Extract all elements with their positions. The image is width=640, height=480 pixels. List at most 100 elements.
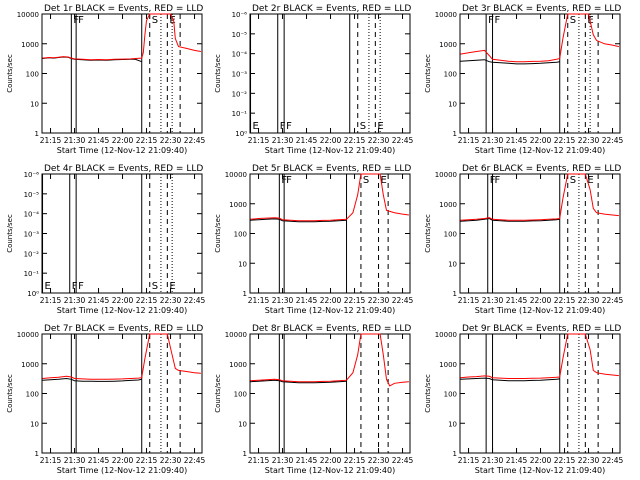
xtick-label: 22:15 <box>136 456 158 465</box>
xtick-label: 21:45 <box>506 456 528 465</box>
xtick-label: 22:00 <box>320 296 342 305</box>
xtick-label: 21:15 <box>248 456 270 465</box>
plot-frame <box>41 13 203 134</box>
panel-det-5: Det 5r BLACK = Events, RED = LLD 1 10 100 10… <box>214 164 414 315</box>
ytick-label: 1000 <box>21 361 39 369</box>
ytick-label: 1000 <box>439 41 457 49</box>
xtick-label: 22:30 <box>368 456 390 465</box>
xtick-label: 21:30 <box>272 136 294 145</box>
ytick-label: 1000 <box>229 361 247 369</box>
ytick-label: 100 <box>444 391 457 399</box>
ytick-label: 10 <box>448 100 457 108</box>
xtick-label: 22:45 <box>392 296 414 305</box>
marker-label: E <box>587 175 593 186</box>
xtick-label: 22:00 <box>320 456 342 465</box>
xtick-label: 21:30 <box>64 296 86 305</box>
panel-title: Det 6r BLACK = Events, RED = LLD <box>462 164 621 174</box>
panel-det-7: Det 7r BLACK = Events, RED = LLD 1 10 100 10… <box>6 324 206 475</box>
ytick-label: 10⁻² <box>24 250 40 258</box>
series-line-lld <box>250 333 409 387</box>
xtick-label: 21:15 <box>458 136 480 145</box>
series-line-lld <box>460 173 619 221</box>
xtick-label: 22:45 <box>392 456 414 465</box>
ytick-label: 10⁻⁵ <box>24 191 40 199</box>
ytick-label: 1000 <box>439 201 457 209</box>
ytick-label: 1 <box>35 130 39 138</box>
x-axis-label: Start Time (12-Nov-12 21:09:40) <box>265 306 395 315</box>
xtick-label: 21:30 <box>482 136 504 145</box>
ytick-label: 10⁻⁴ <box>232 51 248 59</box>
y-axis-label: Counts/sec <box>6 54 14 93</box>
xtick-label: 22:00 <box>112 296 134 305</box>
xtick-label: 22:00 <box>112 456 134 465</box>
panel-det-4: Det 4r BLACK = Events, RED = LLD 10⁰ 10⁻¹ 1… <box>6 164 206 315</box>
panel-det-9: Det 9r BLACK = Events, RED = LLD 1 10 100 10… <box>424 324 624 475</box>
plot-frame <box>459 13 621 134</box>
xtick-label: 22:30 <box>160 456 182 465</box>
series-line-lld <box>460 13 620 63</box>
ytick-label: 10⁻⁶ <box>24 171 40 179</box>
xtick-label: 22:15 <box>554 136 576 145</box>
series-line-lld <box>42 333 201 380</box>
panel-title: Det 3r BLACK = Events, RED = LLD <box>462 4 621 14</box>
series-line-events <box>42 377 142 382</box>
ytick-label: 10⁻³ <box>24 231 40 239</box>
x-axis-label: Start Time (12-Nov-12 21:09:40) <box>57 306 187 315</box>
ytick-label: 1 <box>243 290 247 298</box>
ytick-label: 1000 <box>229 201 247 209</box>
panel-title: Det 8r BLACK = Events, RED = LLD <box>252 324 411 334</box>
xtick-label: 21:15 <box>458 296 480 305</box>
ytick-label: 100 <box>444 231 457 239</box>
xtick-label: 21:45 <box>88 136 110 145</box>
y-axis-label: Counts/sec <box>424 374 432 413</box>
marker-label: E <box>169 281 175 292</box>
xtick-label: 22:45 <box>184 296 206 305</box>
series-line-events <box>250 218 347 223</box>
xtick-label: 22:30 <box>578 136 600 145</box>
xtick-label: 21:30 <box>64 136 86 145</box>
marker-label: F <box>495 15 501 26</box>
panel-title: Det 2r BLACK = Events, RED = LLD <box>252 4 411 14</box>
xtick-label: 22:15 <box>344 456 366 465</box>
series-line-events <box>250 379 347 384</box>
marker-label: E <box>45 281 51 292</box>
plot-frame <box>41 173 203 294</box>
panel-title: Det 5r BLACK = Events, RED = LLD <box>252 164 411 174</box>
ytick-label: 100 <box>234 231 247 239</box>
ytick-label: 10 <box>448 420 457 428</box>
xtick-label: 22:30 <box>160 136 182 145</box>
xtick-label: 22:45 <box>392 136 414 145</box>
xtick-label: 21:30 <box>64 456 86 465</box>
x-axis-label: Start Time (12-Nov-12 21:09:40) <box>57 466 187 475</box>
ytick-label: 100 <box>444 71 457 79</box>
ytick-label: 1000 <box>21 41 39 49</box>
xtick-label: 22:30 <box>578 296 600 305</box>
x-axis-label: Start Time (12-Nov-12 21:09:40) <box>265 146 395 155</box>
marker-label: E <box>381 175 387 186</box>
plot-frame <box>249 333 411 454</box>
y-axis-label: Counts/sec <box>424 214 432 253</box>
panel-title: Det 4r BLACK = Events, RED = LLD <box>44 164 203 174</box>
xtick-label: 21:30 <box>272 456 294 465</box>
xtick-label: 21:45 <box>88 456 110 465</box>
xtick-label: 22:15 <box>554 456 576 465</box>
xtick-label: 22:15 <box>136 296 158 305</box>
series-line-lld <box>250 173 409 222</box>
x-axis-label: Start Time (12-Nov-12 21:09:40) <box>475 466 605 475</box>
y-axis-label: Counts/sec <box>214 54 222 93</box>
xtick-label: 22:15 <box>136 136 158 145</box>
marker-label: S <box>570 175 576 186</box>
xtick-label: 22:30 <box>368 136 390 145</box>
ytick-label: 100 <box>234 391 247 399</box>
marker-label: S <box>152 281 158 292</box>
ytick-label: 10000 <box>435 171 457 179</box>
xtick-label: 22:15 <box>344 296 366 305</box>
marker-label: F <box>78 281 84 292</box>
ytick-label: 10⁻⁵ <box>232 31 248 39</box>
plot-frame <box>459 333 621 454</box>
marker-label: E <box>253 121 259 132</box>
ytick-label: 10 <box>448 260 457 268</box>
marker-label: S <box>363 175 369 186</box>
xtick-label: 22:45 <box>602 296 624 305</box>
xtick-label: 21:30 <box>482 456 504 465</box>
